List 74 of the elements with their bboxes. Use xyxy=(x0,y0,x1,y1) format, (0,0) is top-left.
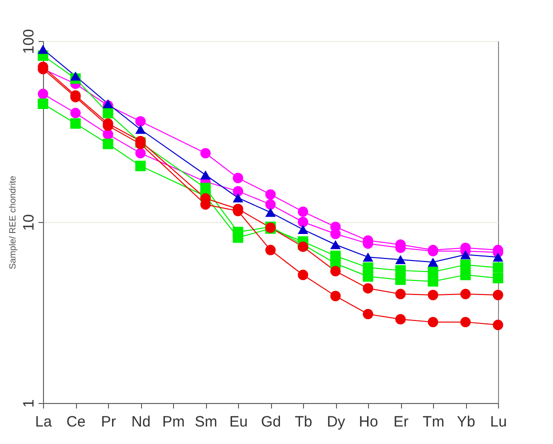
x-tick-label: Ho xyxy=(358,414,378,430)
x-tick-label: Er xyxy=(394,414,409,430)
point xyxy=(70,118,81,129)
point xyxy=(492,262,504,273)
point xyxy=(460,288,471,300)
point xyxy=(428,316,438,328)
x-tick-label: Nd xyxy=(131,414,151,430)
point xyxy=(135,116,146,127)
point xyxy=(200,170,211,180)
point xyxy=(298,206,308,217)
point xyxy=(330,228,341,240)
point xyxy=(135,124,146,134)
y-tick-label: 1 xyxy=(20,399,38,408)
point xyxy=(362,262,374,273)
point xyxy=(492,290,504,300)
point xyxy=(265,208,276,217)
point xyxy=(232,232,244,243)
x-tick-label: Gd xyxy=(260,414,282,430)
y-tick-label: 100 xyxy=(20,28,38,54)
point xyxy=(492,272,504,284)
point xyxy=(232,186,244,196)
point xyxy=(70,72,81,81)
point xyxy=(395,255,406,264)
point xyxy=(232,193,244,202)
point xyxy=(395,288,406,300)
point xyxy=(460,260,471,270)
point xyxy=(38,44,48,54)
point xyxy=(330,266,341,276)
point xyxy=(265,244,276,256)
point xyxy=(70,108,81,118)
point xyxy=(428,258,438,267)
x-tick-label: Yb xyxy=(456,414,476,430)
point xyxy=(395,265,406,276)
point xyxy=(102,108,114,118)
point xyxy=(460,250,471,260)
x-tick-label: Pr xyxy=(101,414,116,430)
point xyxy=(265,199,276,210)
point xyxy=(460,270,471,280)
x-tick-label: Lu xyxy=(490,414,507,430)
point xyxy=(102,99,114,108)
point xyxy=(38,88,48,100)
point xyxy=(330,290,341,302)
point xyxy=(200,148,211,158)
point xyxy=(298,270,308,280)
point xyxy=(135,160,146,172)
point xyxy=(362,283,374,294)
x-tick-label: Eu xyxy=(229,414,248,430)
x-tick-label: La xyxy=(35,414,52,430)
point xyxy=(362,252,374,262)
point xyxy=(428,266,438,278)
point xyxy=(428,290,438,300)
y-tick-label: 10 xyxy=(20,214,38,231)
point xyxy=(460,316,471,328)
x-tick-label: Pm xyxy=(162,414,185,430)
point xyxy=(330,240,341,250)
x-tick-label: Ce xyxy=(66,414,86,430)
point xyxy=(135,148,146,158)
point xyxy=(298,242,308,252)
point xyxy=(102,138,114,150)
point xyxy=(362,308,374,320)
point xyxy=(492,252,504,262)
x-tick-label: Sm xyxy=(194,414,218,430)
point xyxy=(330,250,341,262)
point xyxy=(298,216,308,228)
point xyxy=(298,224,308,234)
point xyxy=(38,98,48,110)
x-tick-label: Dy xyxy=(326,414,346,430)
point xyxy=(232,172,244,184)
x-tick-label: Tb xyxy=(294,414,312,430)
x-tick-label: Tm xyxy=(422,414,444,430)
point xyxy=(395,314,406,325)
point xyxy=(265,189,276,200)
point xyxy=(492,320,504,330)
y-axis-title: Sample/ REE chondrite xyxy=(8,176,18,270)
